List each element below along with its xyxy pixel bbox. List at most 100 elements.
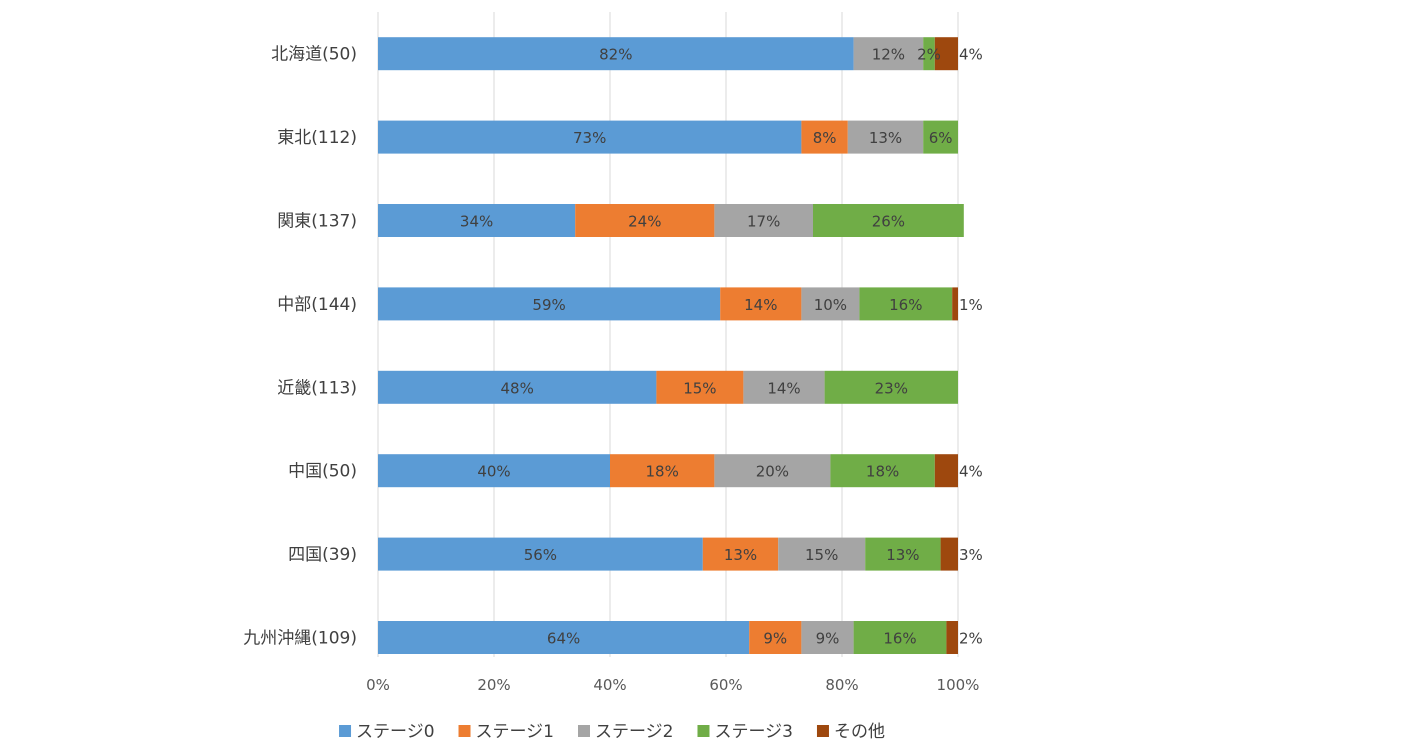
- bar-segment: [714, 204, 813, 237]
- bar-segment: [743, 370, 825, 404]
- legend-label: ステージ1: [476, 722, 554, 742]
- legend-swatch: [578, 725, 590, 737]
- data-label: 15%: [683, 379, 716, 397]
- data-label: 9%: [763, 630, 787, 648]
- data-label: 48%: [501, 379, 534, 397]
- x-tick-label: 0%: [366, 676, 390, 694]
- category-labels: 北海道(50) 東北(112) 関東(137) 中部(144) 近畿(113) 中国(50…: [243, 45, 357, 649]
- data-label: 40%: [477, 463, 510, 481]
- bar-segment: [720, 287, 802, 321]
- bar-segment: [940, 537, 958, 571]
- bar-segment: [859, 287, 953, 321]
- legend-label: ステージ3: [714, 722, 792, 742]
- category-label: 北海道(50): [271, 45, 357, 65]
- bar-segment: [847, 120, 924, 154]
- data-label: 34%: [460, 213, 493, 231]
- category-label: 関東(137): [277, 212, 357, 232]
- bar-segment: [714, 454, 831, 488]
- data-label: 73%: [573, 129, 606, 147]
- bar-segment: [952, 287, 958, 321]
- bar-segment: [824, 370, 958, 404]
- category-label: 近畿(113): [277, 378, 357, 398]
- bar-segment: [946, 621, 958, 654]
- data-label: 10%: [814, 296, 847, 314]
- data-label: 8%: [813, 129, 837, 147]
- bar-segment: [801, 621, 854, 654]
- data-label: 18%: [866, 463, 899, 481]
- data-label: 16%: [883, 630, 916, 648]
- bar-segment: [378, 537, 703, 571]
- legend: ステージ0 ステージ1 ステージ2 ステージ3 その他: [339, 722, 885, 742]
- legend-swatch: [697, 725, 710, 737]
- bars: [378, 37, 964, 654]
- legend-swatch: [816, 725, 829, 737]
- data-label: 4%: [959, 463, 983, 481]
- bar-segment: [934, 37, 958, 71]
- x-tick-label: 100%: [937, 676, 980, 694]
- category-label: 四国(39): [288, 545, 357, 565]
- bar-segment: [378, 621, 750, 654]
- bar-segment: [378, 454, 610, 488]
- category-label: 九州沖縄(109): [243, 629, 357, 649]
- bar-segment: [378, 37, 854, 71]
- x-tick-label: 40%: [593, 676, 626, 694]
- x-tick-label: 80%: [825, 676, 858, 694]
- data-label: 15%: [805, 546, 838, 564]
- bar-segment: [575, 204, 715, 237]
- data-label: 18%: [646, 463, 679, 481]
- bar-segment: [610, 454, 715, 488]
- data-label: 6%: [929, 129, 953, 147]
- data-label: 59%: [532, 296, 565, 314]
- data-label: 23%: [875, 379, 908, 397]
- bar-segment: [778, 537, 866, 571]
- category-label: 東北(112): [277, 128, 357, 148]
- data-label: 1%: [959, 296, 983, 314]
- bar-segment: [853, 37, 924, 71]
- data-label: 3%: [959, 546, 983, 564]
- legend-label: その他: [834, 722, 885, 742]
- bar-segment: [853, 621, 947, 654]
- x-tick-label: 20%: [477, 676, 510, 694]
- data-label: 24%: [628, 213, 661, 231]
- bar-segment: [378, 287, 721, 321]
- legend-swatch: [339, 725, 352, 737]
- data-label: 14%: [767, 379, 800, 397]
- data-label: 56%: [524, 546, 557, 564]
- bar-segment: [702, 537, 779, 571]
- bar-segment: [378, 204, 576, 237]
- data-label: 12%: [872, 46, 905, 64]
- data-label: 20%: [756, 463, 789, 481]
- legend-label: ステージ2: [595, 722, 673, 742]
- bar-segment: [378, 120, 802, 154]
- bar-segment: [656, 370, 744, 404]
- data-label: 13%: [869, 129, 902, 147]
- data-label: 14%: [744, 296, 777, 314]
- data-label: 13%: [886, 546, 919, 564]
- bar-segment: [378, 370, 657, 404]
- legend-label: ステージ0: [356, 722, 434, 742]
- bar-segment: [813, 204, 964, 237]
- data-label: 2%: [959, 630, 983, 648]
- x-tick-label: 60%: [709, 676, 742, 694]
- data-labels: 82% 12% 2% 4% 73% 8% 13% 6% 34% 24% 17% 26% 59% 14% 10…: [460, 46, 983, 648]
- data-label: 2%: [917, 46, 941, 64]
- category-label: 中部(144): [277, 295, 357, 315]
- bar-segment: [865, 537, 941, 571]
- data-label: 13%: [724, 546, 757, 564]
- bar-segment: [801, 120, 848, 154]
- bar-segment: [749, 621, 802, 654]
- data-label: 17%: [747, 213, 780, 231]
- bar-segment: [923, 37, 935, 71]
- data-label: 4%: [959, 46, 983, 64]
- x-axis-ticks: 0% 20% 40% 60% 80% 100%: [366, 676, 979, 694]
- bar-segment: [934, 454, 958, 488]
- data-label: 9%: [816, 630, 840, 648]
- data-label: 26%: [872, 213, 905, 231]
- bar-segment: [801, 287, 860, 321]
- data-label: 16%: [889, 296, 922, 314]
- bar-segment: [923, 120, 958, 154]
- category-label: 中国(50): [288, 462, 357, 482]
- legend-swatch: [458, 725, 471, 737]
